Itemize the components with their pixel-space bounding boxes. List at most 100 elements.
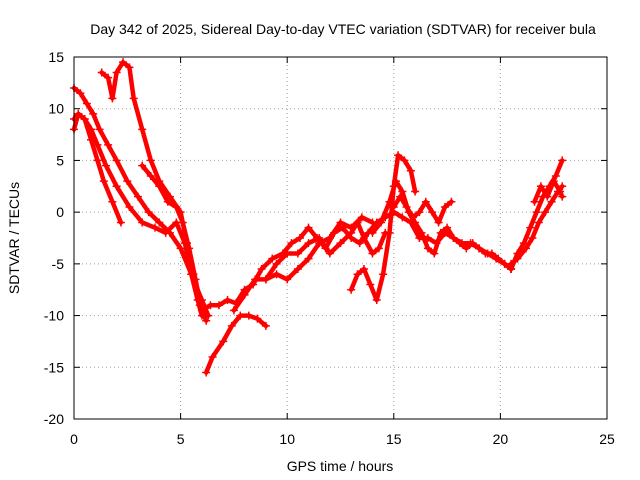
data-point: [402, 202, 411, 211]
data-point: [178, 218, 187, 227]
data-point: [353, 218, 362, 227]
series-line: [203, 313, 269, 375]
data-point: [385, 228, 394, 237]
data-point: [526, 223, 535, 232]
chart-title: Day 342 of 2025, Sidereal Day-to-day VTE…: [90, 21, 596, 37]
data-point: [272, 270, 281, 279]
data-point: [398, 187, 407, 196]
data-point: [87, 135, 96, 144]
data-point: [116, 218, 125, 227]
data-point: [146, 156, 155, 165]
data-point: [315, 234, 324, 242]
y-tick-label: -15: [44, 359, 64, 375]
data-point: [443, 223, 452, 232]
y-axis-label: SDTVAR / TECUs: [6, 182, 22, 294]
data-point: [494, 254, 503, 263]
series-12: [389, 192, 456, 227]
data-point: [76, 89, 85, 98]
data-point: [283, 275, 292, 284]
data-point: [543, 192, 552, 201]
data-point: [191, 275, 200, 284]
series-9: [261, 218, 390, 284]
data-point: [244, 311, 253, 320]
data-point: [223, 296, 232, 305]
x-tick-label: 20: [493, 431, 509, 447]
y-tick-label: 0: [56, 204, 64, 220]
data-point: [487, 249, 496, 258]
data-point: [219, 337, 228, 346]
data-point: [359, 265, 368, 274]
data-point: [293, 265, 302, 274]
data-point: [155, 182, 164, 191]
data-point: [368, 249, 377, 258]
data-point: [253, 314, 262, 323]
data-point: [415, 208, 424, 217]
data-point: [293, 249, 302, 258]
series-line: [71, 85, 211, 318]
y-tick-label: 15: [48, 49, 64, 65]
data-point: [513, 254, 522, 263]
x-axis-label: GPS time / hours: [287, 458, 394, 474]
data-point: [283, 249, 292, 258]
data-point: [536, 182, 545, 191]
data-point: [104, 73, 113, 82]
data-point: [455, 239, 464, 248]
data-point: [272, 259, 281, 268]
y-tick-label: -20: [44, 411, 64, 427]
data-point: [430, 249, 439, 258]
data-point: [347, 228, 356, 237]
data-point: [396, 192, 405, 201]
x-tick-label: 15: [386, 431, 402, 447]
data-point: [366, 280, 375, 289]
data-point: [227, 321, 236, 330]
data-point: [161, 228, 170, 237]
data-point: [357, 213, 366, 222]
data-point: [133, 192, 142, 201]
data-point: [146, 171, 155, 180]
data-point: [268, 254, 277, 263]
data-point: [398, 213, 407, 222]
series-layer: [70, 58, 567, 377]
data-point: [368, 228, 377, 237]
data-point: [519, 239, 528, 248]
series-4: [97, 58, 211, 320]
data-point: [97, 68, 106, 77]
data-point: [541, 208, 550, 217]
series-line: [391, 194, 454, 225]
data-point: [428, 208, 437, 217]
data-point: [411, 187, 420, 196]
data-point: [359, 234, 368, 242]
data-point: [206, 301, 215, 310]
data-point: [558, 156, 567, 165]
data-point: [123, 177, 132, 186]
data-point: [534, 218, 543, 227]
data-point: [475, 244, 484, 253]
data-point: [108, 94, 117, 103]
series-15: [530, 177, 567, 206]
data-point: [368, 218, 377, 227]
data-point: [99, 177, 108, 186]
data-point: [434, 218, 443, 227]
data-point: [447, 197, 456, 206]
data-point: [257, 265, 266, 274]
data-point: [208, 352, 217, 361]
data-point: [411, 218, 420, 227]
data-point: [112, 156, 121, 165]
data-point: [336, 218, 345, 227]
series-3: [70, 109, 125, 227]
data-point: [532, 208, 541, 217]
data-point: [261, 275, 270, 284]
series-line: [139, 163, 209, 323]
series-5: [138, 161, 211, 325]
data-point: [125, 63, 134, 72]
data-point: [74, 109, 83, 118]
data-point: [436, 228, 445, 237]
data-point: [389, 202, 398, 211]
data-point: [287, 239, 296, 248]
data-point: [295, 234, 304, 242]
data-point: [95, 125, 104, 134]
data-point: [417, 228, 426, 237]
series-line: [71, 111, 124, 225]
plot-frame: [73, 56, 608, 420]
data-point: [528, 234, 537, 242]
